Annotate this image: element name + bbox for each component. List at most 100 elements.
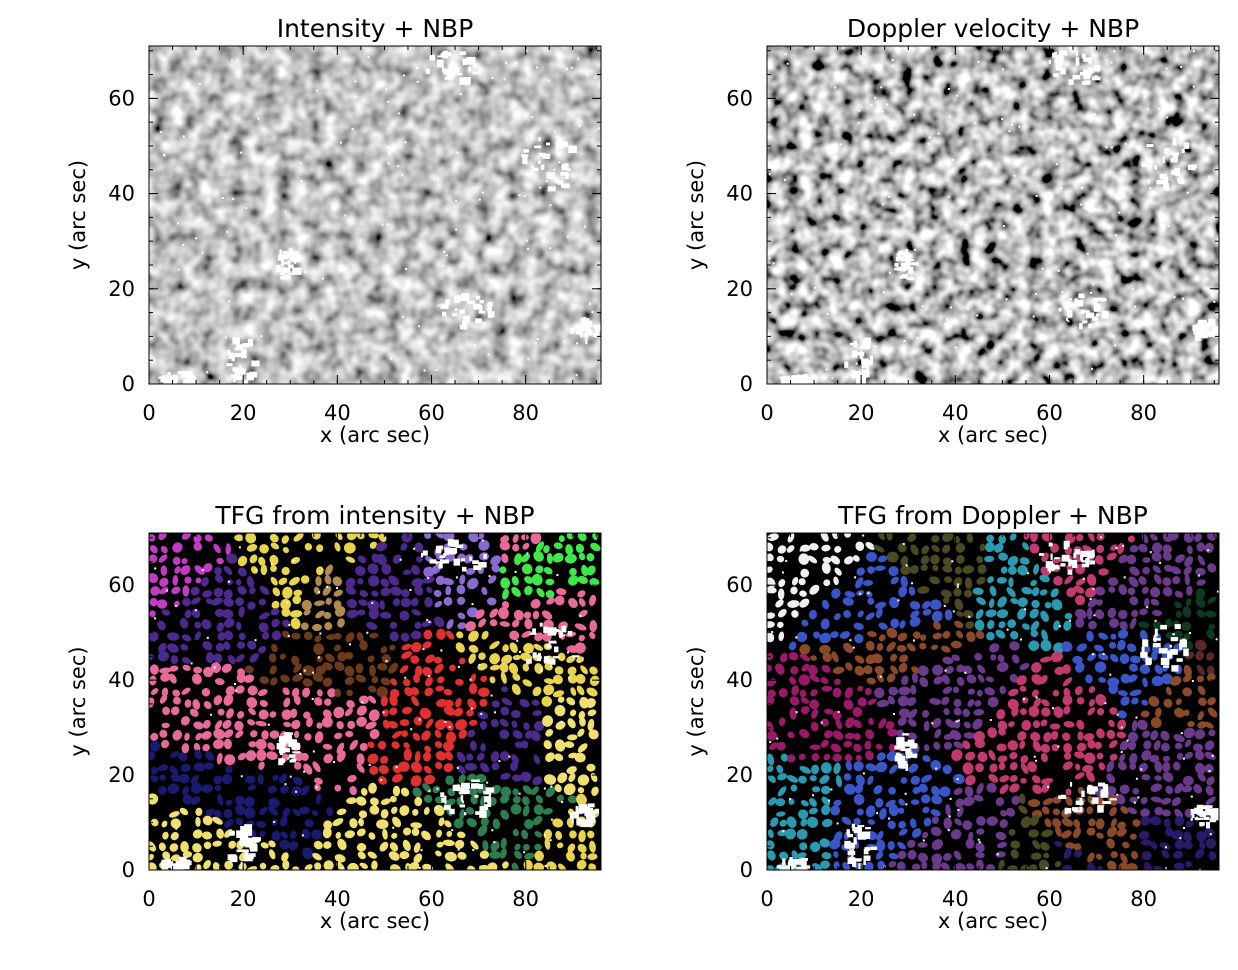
granule bbox=[954, 818, 962, 826]
granule bbox=[867, 631, 877, 638]
granule bbox=[965, 775, 976, 786]
granule bbox=[290, 708, 298, 719]
granule bbox=[920, 564, 928, 571]
granule bbox=[1040, 674, 1048, 685]
granule bbox=[458, 729, 467, 739]
nbp-pixel bbox=[583, 820, 592, 826]
granule bbox=[283, 697, 291, 708]
granule bbox=[576, 685, 585, 696]
nbp-pixel bbox=[538, 652, 541, 659]
granule bbox=[167, 632, 180, 641]
nbp-pixel bbox=[779, 866, 788, 870]
nbp-speck bbox=[1179, 837, 1182, 840]
granule bbox=[1205, 785, 1214, 796]
granule bbox=[1086, 827, 1096, 836]
granule bbox=[389, 621, 398, 629]
granule bbox=[1076, 719, 1085, 730]
granule bbox=[566, 533, 574, 540]
granule bbox=[205, 751, 215, 761]
y-axis-label: y (arc sec) bbox=[684, 646, 708, 756]
nbp-pixel bbox=[853, 837, 857, 845]
granule bbox=[358, 599, 368, 606]
nbp-speck bbox=[490, 694, 493, 697]
granule bbox=[930, 554, 940, 565]
granule bbox=[469, 740, 477, 751]
granule bbox=[433, 589, 442, 597]
granule bbox=[245, 533, 257, 544]
granule bbox=[390, 864, 401, 870]
nbp-speck bbox=[772, 262, 775, 265]
granule bbox=[391, 806, 398, 814]
granule bbox=[954, 566, 962, 575]
granule bbox=[424, 745, 432, 753]
granule bbox=[1023, 533, 1030, 540]
nbp-pixel bbox=[798, 858, 807, 865]
nbp-speck bbox=[395, 766, 398, 769]
nbp-speck bbox=[359, 239, 362, 242]
granule bbox=[887, 840, 895, 851]
nbp-speck bbox=[348, 643, 351, 646]
nbp-pixel bbox=[292, 751, 301, 754]
nbp-pixel bbox=[1079, 323, 1083, 330]
granule bbox=[1031, 599, 1040, 609]
nbp-pixel bbox=[436, 561, 442, 564]
granule bbox=[819, 632, 832, 644]
nbp-speck bbox=[1058, 625, 1061, 628]
nbp-speck bbox=[508, 755, 511, 758]
granule bbox=[302, 678, 313, 687]
granule bbox=[292, 808, 301, 817]
granule bbox=[401, 730, 409, 738]
granule bbox=[567, 843, 576, 853]
granule bbox=[336, 808, 347, 816]
nbp-pixel bbox=[275, 264, 281, 273]
nbp-speck bbox=[548, 79, 551, 82]
granule bbox=[379, 600, 385, 610]
granule bbox=[995, 831, 1007, 841]
granule bbox=[1066, 587, 1077, 598]
nbp-pixel bbox=[1053, 51, 1058, 55]
granule bbox=[435, 533, 444, 539]
granule bbox=[577, 533, 587, 542]
granule bbox=[1150, 783, 1163, 792]
nbp-pixel bbox=[1038, 553, 1044, 556]
granule bbox=[1193, 743, 1203, 752]
nbp-pixel bbox=[459, 309, 465, 314]
granule bbox=[223, 618, 235, 628]
granule bbox=[976, 816, 986, 826]
granule bbox=[213, 653, 223, 664]
granule bbox=[1082, 764, 1094, 773]
granule bbox=[172, 696, 181, 705]
granule bbox=[1127, 740, 1137, 751]
granule bbox=[567, 734, 578, 741]
granule bbox=[898, 662, 908, 673]
granule bbox=[1031, 662, 1042, 673]
granule bbox=[932, 564, 939, 572]
granule bbox=[409, 861, 420, 870]
granule bbox=[259, 585, 270, 596]
granule bbox=[194, 631, 201, 641]
granule bbox=[1143, 645, 1151, 654]
granule bbox=[172, 729, 183, 741]
nbp-speck bbox=[1052, 707, 1055, 710]
nbp-pixel bbox=[543, 656, 550, 663]
granule bbox=[832, 730, 844, 740]
granule bbox=[172, 689, 181, 697]
nbp-pixel bbox=[446, 70, 455, 78]
granule bbox=[543, 684, 555, 696]
granule bbox=[1127, 587, 1136, 596]
granule bbox=[1033, 697, 1042, 708]
granule bbox=[1120, 853, 1128, 864]
nbp-pixel bbox=[279, 744, 285, 750]
granule bbox=[216, 828, 225, 839]
nbp-speck bbox=[397, 165, 400, 168]
granule bbox=[1029, 608, 1039, 619]
granule bbox=[170, 818, 181, 829]
granule bbox=[259, 544, 269, 554]
nbp-speck bbox=[178, 268, 181, 271]
granule bbox=[996, 743, 1007, 752]
nbp-pixel bbox=[552, 656, 560, 659]
granule bbox=[512, 673, 521, 681]
granule bbox=[856, 567, 865, 576]
granule bbox=[524, 819, 534, 830]
granule bbox=[344, 651, 354, 660]
